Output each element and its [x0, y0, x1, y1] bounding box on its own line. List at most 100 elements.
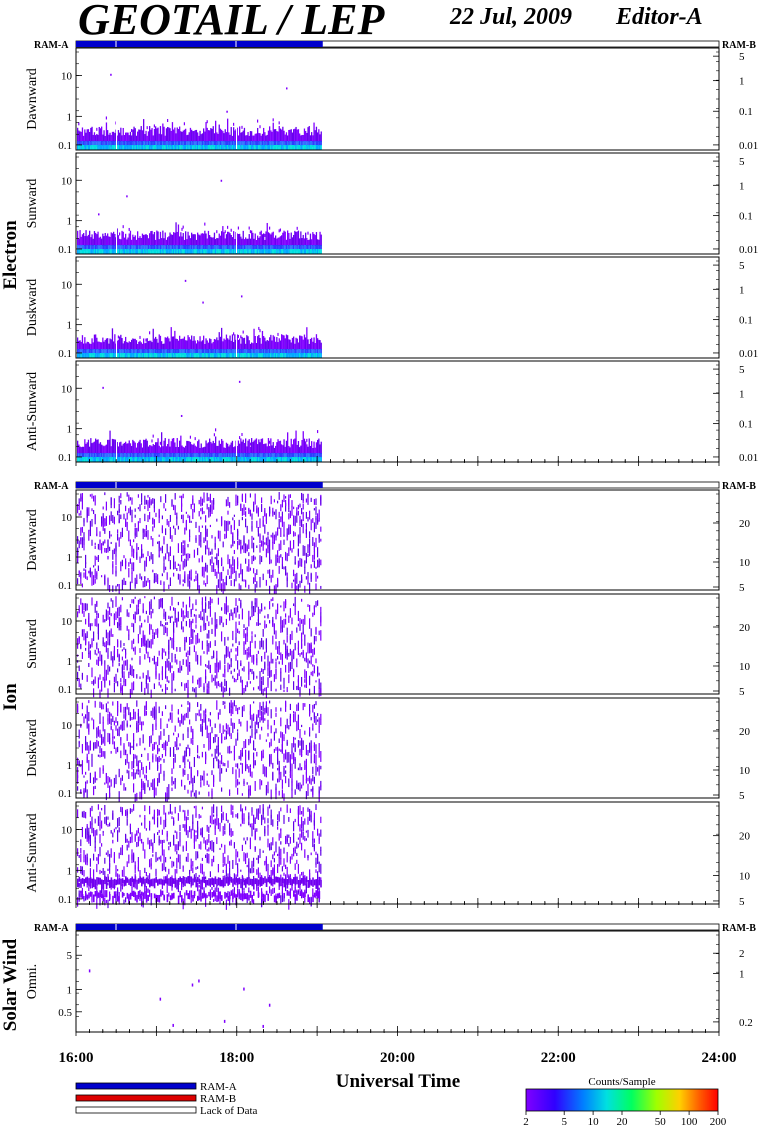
electron-spectrum-column: [104, 141, 106, 146]
ion-spectrum-streak: [283, 494, 285, 503]
electron-spectrum-column: [193, 443, 195, 454]
electron-spectrum-column: [83, 145, 85, 150]
electron-spectrum-column: [247, 353, 249, 358]
electron-spectrum-column: [183, 457, 186, 462]
electron-spectrum-column: [320, 453, 322, 458]
electron-spectrum-column: [168, 249, 170, 254]
electron-spectrum-column: [255, 145, 258, 150]
electron-spectrum-column: [132, 145, 134, 150]
ion-spectrum-streak: [254, 556, 256, 560]
ion-spectrum-streak: [109, 712, 111, 724]
electron-spectrum-column: [161, 432, 163, 454]
electron-spectrum-column: [121, 353, 123, 358]
electron-spectrum-column: [266, 457, 268, 462]
electron-spectrum-column: [267, 145, 270, 150]
electron-spectrum-column: [258, 453, 260, 458]
ion-spectrum-streak: [93, 719, 95, 730]
electron-spectrum-column: [93, 334, 96, 350]
electron-spectrum-column: [273, 457, 276, 462]
ion-spectrum-streak: [177, 601, 179, 606]
ion-spectrum-streak: [267, 569, 269, 574]
ion-spectrum-streak: [125, 679, 127, 687]
electron-spectrum-column: [126, 457, 128, 462]
ion-spectrum-streak: [198, 638, 200, 643]
electron-spectrum-column: [213, 457, 216, 462]
electron-spectrum-column: [185, 128, 187, 142]
ion-spectrum-streak: [168, 734, 170, 742]
ion-spectrum-streak: [182, 758, 184, 763]
ion-spectrum-streak: [85, 618, 87, 625]
electron-spectrum-column: [181, 249, 183, 254]
electron-spectrum-column: [119, 457, 121, 462]
electron-spectrum-column: [307, 249, 309, 254]
ion-spectrum-streak: [144, 619, 146, 623]
electron-spectrum-column: [138, 249, 140, 254]
electron-spectrum-column: [109, 145, 111, 150]
electron-spectrum-column: [217, 141, 219, 146]
ion-spectrum-streak: [209, 493, 211, 503]
ion-spectrum-streak: [144, 747, 146, 751]
electron-spectrum-column: [143, 145, 145, 150]
electron-spectrum-column: [201, 133, 204, 142]
electron-spectrum-column: [92, 249, 94, 254]
electron-spectrum-column: [157, 349, 159, 355]
electron-spectrum-column: [225, 353, 228, 358]
electron-spectrum-column: [138, 145, 140, 150]
ion-spectrum-streak: [310, 519, 312, 531]
ion-spectrum-streak: [121, 527, 123, 538]
electron-spectrum-point: [126, 195, 128, 198]
electron-spectrum-column: [279, 349, 282, 355]
ion-spectrum-streak: [313, 560, 315, 568]
ion-spectrum-streak: [185, 604, 187, 614]
electron-spectrum-column: [296, 245, 298, 251]
electron-spectrum-column: [267, 340, 270, 350]
electron-spectrum-column: [146, 141, 148, 147]
ion-spectrum-streak: [137, 634, 139, 644]
ion-spectrum-streak: [126, 625, 128, 631]
electron-spectrum-column: [277, 453, 279, 458]
ion-spectrum-streak: [169, 637, 171, 641]
ion-spectrum-streak: [187, 544, 189, 548]
ion-spectrum-streak: [189, 719, 191, 725]
electron-spectrum-column: [150, 141, 152, 146]
electron-spectrum-column: [90, 141, 92, 147]
electron-spectrum-column: [318, 245, 320, 250]
electron-spectrum-column: [293, 245, 295, 250]
electron-spectrum-column: [109, 249, 111, 254]
electron-spectrum-column: [129, 230, 132, 246]
ion-spectrum-streak: [272, 541, 274, 550]
electron-spectrum-column: [241, 141, 243, 146]
electron-spectrum-column: [301, 145, 303, 150]
electron-spectrum-column: [138, 129, 140, 142]
electron-spectrum-column: [270, 130, 272, 142]
ion-spectrum-streak: [89, 529, 91, 537]
ion-spectrum-streak: [241, 570, 243, 582]
ion-spectrum-streak: [256, 520, 258, 528]
electron-spectrum-column: [311, 337, 313, 350]
electron-spectrum-column: [191, 245, 193, 250]
ion-spectrum-streak: [125, 580, 127, 586]
electron-spectrum-column: [133, 145, 135, 150]
electron-spectrum-column: [107, 249, 109, 254]
electron-spectrum-column: [200, 245, 202, 250]
electron-spectrum-column: [204, 457, 206, 462]
ion-spectrum-streak: [211, 655, 213, 660]
ion-spectrum-streak: [110, 511, 112, 522]
electron-spectrum-column: [187, 249, 189, 254]
electron-spectrum-column: [203, 141, 205, 146]
electron-spectrum-column: [77, 349, 79, 355]
electron-spectrum-column: [126, 145, 128, 150]
electron-spectrum-column: [309, 233, 312, 246]
electron-spectrum-column: [239, 353, 241, 358]
ion-spectrum-streak: [105, 669, 107, 681]
ion-spectrum-streak: [117, 706, 119, 717]
ion-spectrum-streak: [187, 744, 189, 749]
electron-spectrum-column: [77, 353, 79, 358]
ion-spectrum-streak: [161, 573, 163, 577]
ion-spectrum-streak: [109, 606, 111, 615]
electron-spectrum-column: [224, 453, 226, 459]
electron-spectrum-column: [182, 453, 184, 458]
ion-spectrum-streak: [88, 647, 90, 655]
electron-spectrum-column: [264, 245, 266, 250]
ion-spectrum-streak: [238, 614, 240, 619]
